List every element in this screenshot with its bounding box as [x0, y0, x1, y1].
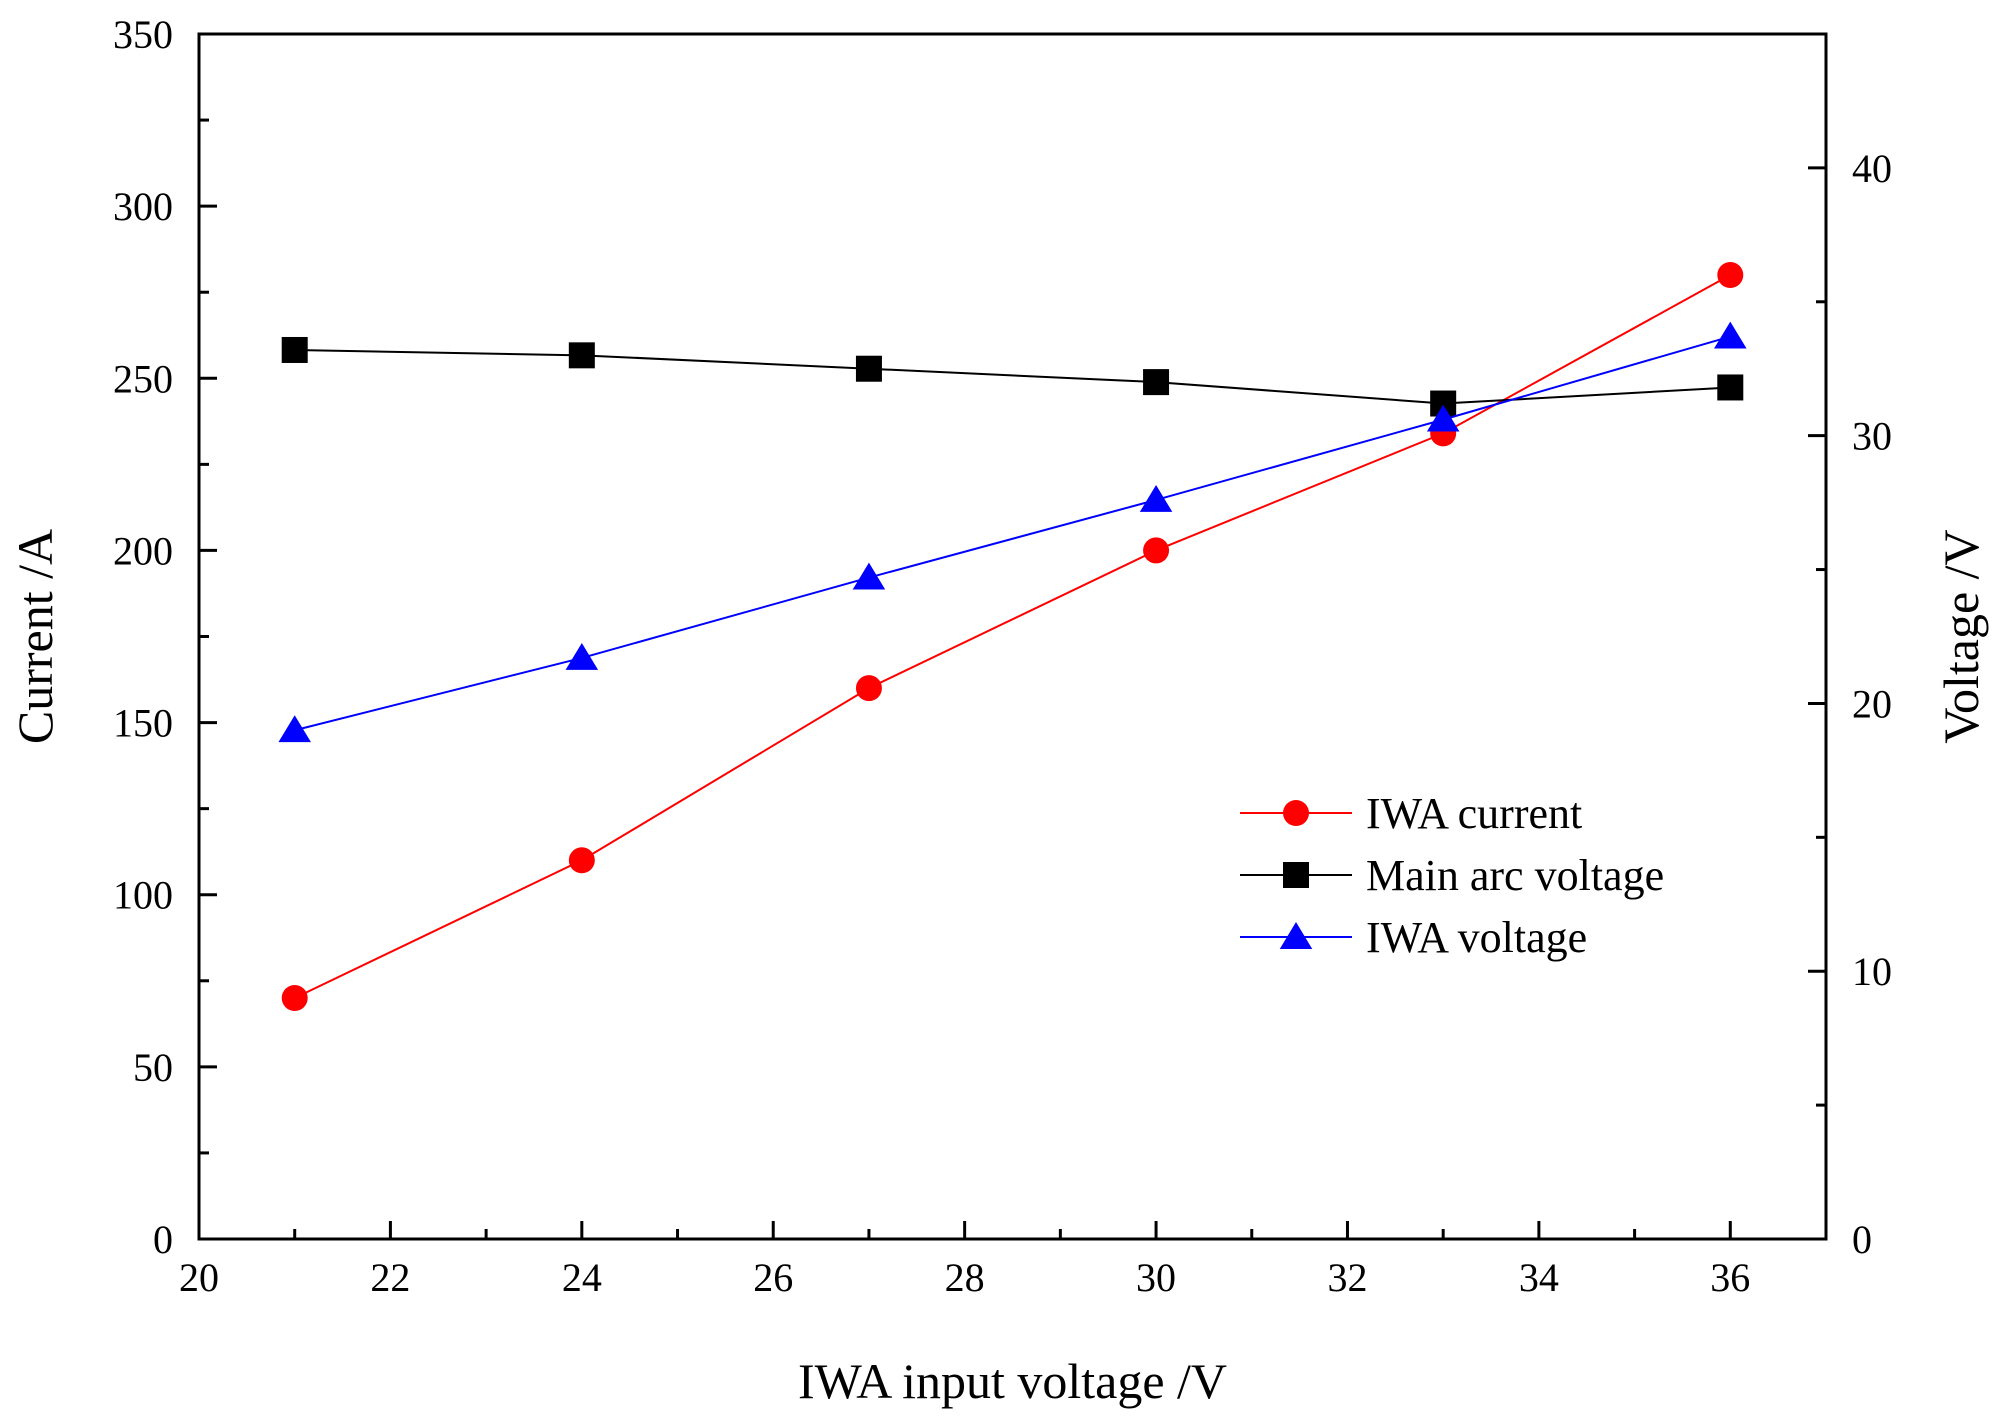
x-axis-title: IWA input voltage /V [798, 1353, 1227, 1409]
y-tick-label: 100 [113, 873, 173, 918]
x-tick-label: 30 [1136, 1255, 1176, 1300]
series-iwa-current [281, 262, 1744, 1011]
axes: 20 22 24 26 28 30 32 34 36 0 50 100 150 200 250 300 350 0… [113, 12, 1892, 1300]
y-axis-title: Current /A [7, 529, 63, 744]
data-point [1426, 404, 1460, 432]
plot-frame [197, 32, 1828, 1241]
data-point [855, 355, 882, 382]
x-tick-label: 28 [945, 1255, 985, 1300]
y2-axis-title: Voltage /V [1933, 529, 1989, 743]
data-point [281, 985, 308, 1011]
legend-item: IWA current [1240, 789, 1582, 838]
legend-label: IWA current [1366, 789, 1582, 838]
y2-tick-label: 40 [1852, 146, 1892, 191]
y2-tick-label: 20 [1852, 681, 1892, 726]
x-tick-label: 32 [1327, 1255, 1367, 1300]
y-tick-label: 0 [153, 1217, 173, 1262]
series-main-arc-voltage [281, 336, 1744, 417]
data-point [852, 562, 886, 590]
y2-tick-label: 30 [1852, 414, 1892, 459]
y-tick-label: 300 [113, 184, 173, 229]
y-tick-label: 350 [113, 12, 173, 57]
data-point [1143, 537, 1170, 564]
y-tick-label: 50 [133, 1045, 173, 1090]
data-point [1717, 374, 1744, 401]
x-tick-label: 24 [562, 1255, 602, 1300]
series-iwa-voltage [278, 321, 1747, 743]
series-line [294, 348, 1731, 405]
legend-marker [1279, 922, 1313, 949]
data-point [568, 342, 595, 369]
legend-marker [1283, 862, 1309, 888]
data-point [568, 847, 595, 874]
data-point [1143, 369, 1170, 396]
data-point [1717, 262, 1744, 288]
series-line [294, 335, 1731, 732]
legend-label: Main arc voltage [1366, 851, 1664, 900]
y-tick-label: 150 [113, 701, 173, 746]
legend: IWA current Main arc voltage IWA voltage [1240, 789, 1664, 962]
x-tick-label: 34 [1519, 1255, 1559, 1300]
legend-marker [1283, 800, 1309, 826]
x-tick-label: 22 [370, 1255, 410, 1300]
data-point [855, 675, 882, 702]
data-point [565, 642, 599, 670]
y-tick-label: 250 [113, 356, 173, 401]
x-tick-label: 20 [179, 1255, 219, 1300]
series-line [294, 274, 1731, 999]
data-point [281, 336, 308, 363]
legend-item: Main arc voltage [1240, 851, 1664, 900]
plot-series [278, 262, 1747, 1011]
legend-label: IWA voltage [1366, 913, 1587, 962]
y-tick-label: 200 [113, 528, 173, 573]
legend-item: IWA voltage [1240, 913, 1587, 962]
data-point [1139, 484, 1173, 512]
x-tick-label: 36 [1710, 1255, 1750, 1300]
data-point [1714, 321, 1747, 349]
x-tick-label: 26 [753, 1255, 793, 1300]
y2-tick-label: 10 [1852, 949, 1892, 994]
data-point [278, 715, 311, 743]
y2-tick-label: 0 [1852, 1217, 1872, 1262]
